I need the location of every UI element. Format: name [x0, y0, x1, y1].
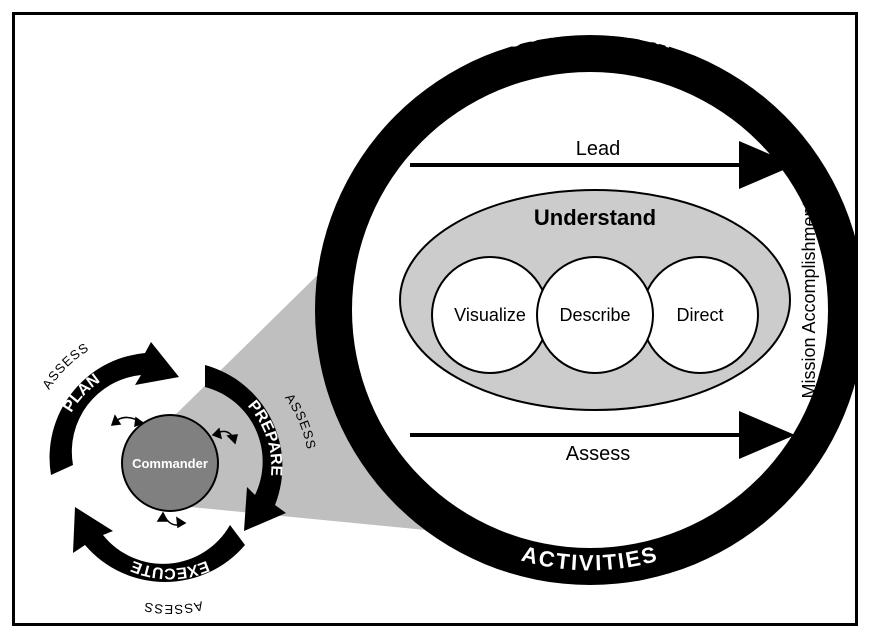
diagram-frame: COMMANDER ACTIVITIES Lead Assess Mission…: [12, 12, 858, 626]
diagram-svg: COMMANDER ACTIVITIES Lead Assess Mission…: [15, 15, 858, 626]
visualize-label: Visualize: [454, 305, 526, 325]
describe-label: Describe: [559, 305, 630, 325]
mission-accomplishment-label: Mission Accomplishment: [799, 201, 819, 398]
svg-text:ASSESS: ASSESS: [142, 598, 204, 617]
lead-label: Lead: [576, 138, 621, 160]
understand-label: Understand: [534, 205, 656, 230]
understand-ellipse: Understand Visualize Describe Direct: [400, 190, 790, 410]
direct-label: Direct: [676, 305, 723, 325]
commander-center-label: Commander: [132, 456, 208, 471]
execute-assess-label: ASSESS: [142, 598, 204, 617]
assess-label: Assess: [566, 443, 630, 465]
